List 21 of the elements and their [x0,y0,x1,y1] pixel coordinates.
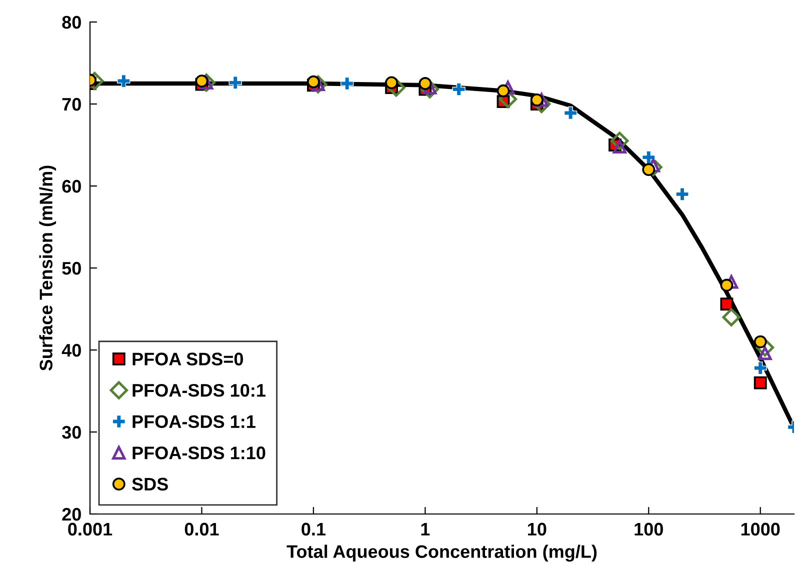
legend-label: PFOA-SDS 1:1 [132,415,256,428]
y-tick-label: 40 [62,344,81,357]
y-tick-label: 60 [62,180,81,193]
x-tick-label: 1 [421,522,430,536]
y-tick-label: 30 [62,426,81,439]
legend-label: PFOA-SDS 10:1 [132,384,266,397]
legend-label: PFOA SDS=0 [132,352,243,366]
y-tick-label: 70 [62,98,81,111]
y-tick-label: 80 [62,16,81,29]
x-tick-label: 10 [528,522,546,536]
y-axis-title: Surface Tension (mN/m) [39,166,56,371]
x-tick-label: 0.01 [184,522,219,536]
x-tick-label: 0.1 [302,522,326,536]
y-tick-label: 20 [62,508,81,521]
x-tick-label: 100 [634,522,663,536]
legend-label: SDS [132,478,168,491]
x-axis-title: Total Aqueous Concentration (mg/L) [286,544,597,562]
x-tick-label: 0.001 [68,522,112,536]
legend-label: PFOA-SDS 1:10 [132,446,266,460]
x-tick-label: 1000 [741,522,780,536]
y-tick-label: 50 [62,262,81,275]
